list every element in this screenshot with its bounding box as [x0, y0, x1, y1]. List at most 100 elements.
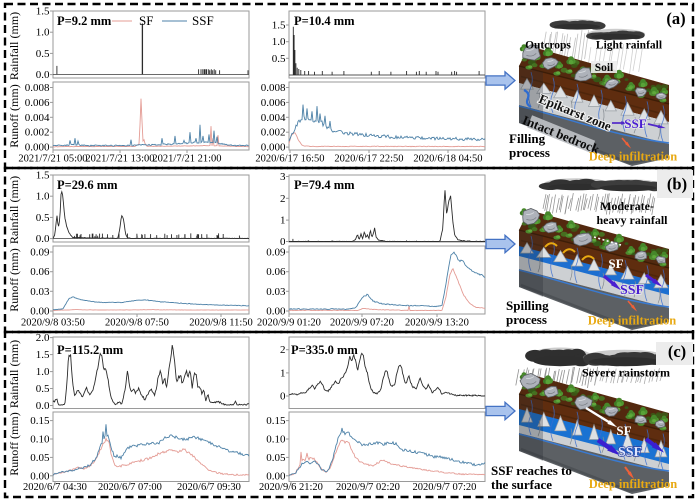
svg-text:SF: SF — [139, 13, 153, 28]
svg-text:SF: SF — [608, 256, 623, 271]
svg-text:0: 0 — [280, 391, 286, 403]
svg-text:0.10: 0.10 — [30, 434, 50, 446]
svg-text:2.0: 2.0 — [36, 332, 50, 344]
svg-text:Filling: Filling — [509, 131, 546, 146]
svg-text:0.006: 0.006 — [25, 97, 50, 109]
svg-text:0.002: 0.002 — [25, 127, 50, 139]
svg-text:0.5: 0.5 — [36, 383, 50, 395]
svg-text:0.00: 0.00 — [30, 306, 50, 318]
svg-text:Rainfall (mm): Rainfall (mm) — [7, 176, 21, 244]
svg-text:Severe rainstorm: Severe rainstorm — [582, 366, 670, 380]
svg-text:0.000: 0.000 — [261, 142, 286, 154]
svg-text:0.15: 0.15 — [30, 415, 50, 427]
svg-text:(a): (a) — [666, 9, 685, 28]
svg-text:2020/9/7 02:20: 2020/9/7 02:20 — [336, 482, 400, 493]
svg-text:2: 2 — [280, 344, 286, 356]
svg-text:Runoff (mm): Runoff (mm) — [7, 412, 21, 475]
svg-text:P=10.4 mm: P=10.4 mm — [294, 14, 355, 28]
svg-text:Outcrops: Outcrops — [525, 40, 571, 52]
svg-text:1.0: 1.0 — [272, 36, 286, 48]
svg-text:2020/6/17 22:50: 2020/6/17 22:50 — [334, 154, 403, 165]
svg-text:2020/9/6 21:20: 2020/9/6 21:20 — [259, 482, 323, 493]
svg-text:2020/9/8 03:50: 2020/9/8 03:50 — [21, 318, 85, 329]
svg-text:2020/6/7 07:00: 2020/6/7 07:00 — [98, 482, 162, 493]
svg-text:P=79.4 mm: P=79.4 mm — [294, 178, 355, 192]
svg-text:2021/7/21 13:00: 2021/7/21 13:00 — [85, 154, 154, 165]
svg-text:1.5: 1.5 — [36, 6, 50, 18]
svg-text:1: 1 — [280, 367, 286, 379]
svg-text:2020/6/7 04:30: 2020/6/7 04:30 — [23, 482, 87, 493]
svg-text:P=335.0 mm: P=335.0 mm — [291, 343, 358, 357]
svg-text:0.008: 0.008 — [25, 82, 50, 94]
svg-text:2020/9/8 11:50: 2020/9/8 11:50 — [189, 318, 253, 329]
svg-text:2021/7/21 21:00: 2021/7/21 21:00 — [152, 154, 221, 165]
svg-text:Light rainfall: Light rainfall — [596, 40, 662, 52]
svg-text:0.000: 0.000 — [25, 142, 50, 154]
svg-text:1.5: 1.5 — [36, 170, 50, 182]
svg-text:0.004: 0.004 — [261, 112, 286, 124]
svg-text:1.5: 1.5 — [36, 349, 50, 361]
svg-text:0.00: 0.00 — [30, 470, 50, 482]
svg-text:the surface: the surface — [491, 477, 552, 492]
svg-text:SSF: SSF — [192, 13, 214, 28]
svg-text:1.5: 1.5 — [272, 20, 286, 32]
svg-text:2020/9/7 07:20: 2020/9/7 07:20 — [413, 482, 477, 493]
svg-text:Deep infiltration: Deep infiltration — [589, 477, 678, 491]
svg-text:0.09: 0.09 — [30, 247, 50, 259]
svg-text:0.0: 0.0 — [36, 400, 50, 412]
svg-text:2020/9/8 07:50: 2020/9/8 07:50 — [105, 318, 169, 329]
svg-text:0.05: 0.05 — [266, 452, 286, 464]
svg-text:2020/9/9 01:20: 2020/9/9 01:20 — [257, 318, 321, 329]
svg-text:process: process — [509, 145, 550, 160]
svg-text:0.008: 0.008 — [261, 82, 286, 94]
svg-text:heavy rainfall: heavy rainfall — [597, 213, 669, 227]
svg-text:SF: SF — [616, 423, 631, 438]
svg-text:Moderate-: Moderate- — [600, 199, 654, 213]
svg-text:0.004: 0.004 — [25, 112, 50, 124]
svg-text:0.06: 0.06 — [266, 266, 286, 278]
svg-text:0: 0 — [280, 236, 286, 248]
svg-text:0.002: 0.002 — [261, 127, 286, 139]
svg-text:2020/9/9 13:20: 2020/9/9 13:20 — [405, 318, 469, 329]
svg-text:1.0: 1.0 — [36, 366, 50, 378]
svg-text:2020/6/18 04:50: 2020/6/18 04:50 — [413, 154, 482, 165]
svg-text:SSF: SSF — [624, 116, 646, 131]
svg-text:2020/6/7 09:30: 2020/6/7 09:30 — [177, 482, 241, 493]
svg-text:Deep infiltration: Deep infiltration — [588, 314, 677, 328]
svg-text:Runoff (mm): Runoff (mm) — [7, 84, 21, 147]
svg-text:0.10: 0.10 — [266, 434, 286, 446]
svg-text:0.006: 0.006 — [261, 97, 286, 109]
svg-text:(c): (c) — [668, 342, 686, 361]
svg-text:0.5: 0.5 — [272, 53, 286, 65]
svg-text:P=115.2 mm: P=115.2 mm — [57, 343, 124, 357]
svg-text:0.06: 0.06 — [30, 266, 50, 278]
svg-text:0.09: 0.09 — [266, 247, 286, 259]
svg-text:Rainfall (mm): Rainfall (mm) — [7, 340, 21, 408]
svg-text:P=29.6 mm: P=29.6 mm — [57, 178, 118, 192]
svg-text:Spilling: Spilling — [506, 298, 549, 313]
svg-text:Deep infiltration: Deep infiltration — [589, 150, 678, 164]
svg-text:2021/7/21 05:00: 2021/7/21 05:00 — [18, 154, 87, 165]
svg-text:Runoff (mm): Runoff (mm) — [7, 248, 21, 311]
svg-text:0.0: 0.0 — [36, 69, 50, 81]
svg-text:SSF: SSF — [618, 445, 642, 460]
svg-text:Soil: Soil — [595, 62, 614, 74]
svg-text:0.15: 0.15 — [266, 415, 286, 427]
svg-text:P=9.2 mm: P=9.2 mm — [57, 14, 112, 28]
svg-text:process: process — [506, 312, 547, 327]
svg-text:1: 1 — [280, 215, 286, 227]
svg-text:SSF reaches to: SSF reaches to — [491, 463, 572, 478]
svg-text:SSF: SSF — [620, 283, 644, 298]
svg-text:1.0: 1.0 — [36, 27, 50, 39]
svg-text:0.5: 0.5 — [36, 212, 50, 224]
svg-text:2020/6/17 16:50: 2020/6/17 16:50 — [255, 154, 324, 165]
svg-text:2020/9/9 07:20: 2020/9/9 07:20 — [330, 318, 394, 329]
svg-text:0.03: 0.03 — [30, 286, 50, 298]
svg-text:(b): (b) — [667, 175, 687, 194]
svg-text:0.0: 0.0 — [36, 233, 50, 245]
svg-text:3: 3 — [280, 171, 286, 183]
svg-text:0.03: 0.03 — [266, 286, 286, 298]
svg-text:Rainfall (mm): Rainfall (mm) — [7, 12, 21, 80]
svg-text:1.0: 1.0 — [36, 191, 50, 203]
svg-text:0.00: 0.00 — [266, 470, 286, 482]
